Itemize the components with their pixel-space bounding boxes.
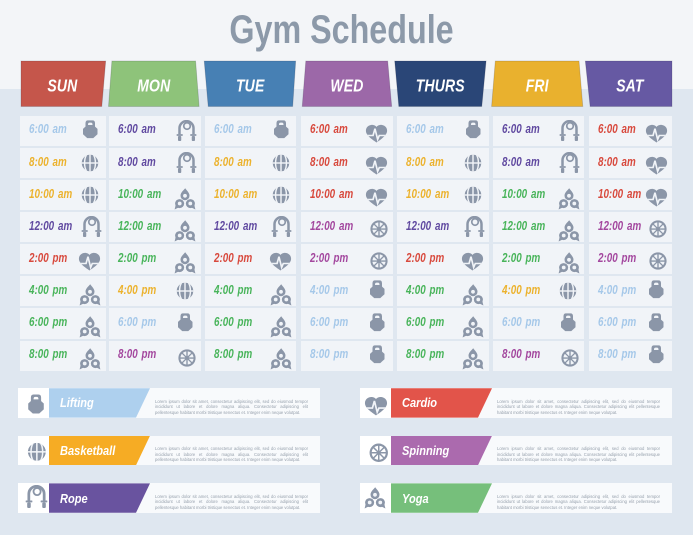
svg-text:MON: MON bbox=[137, 77, 170, 96]
svg-text:FRI: FRI bbox=[526, 77, 549, 96]
svg-text:SAT: SAT bbox=[616, 77, 644, 96]
svg-text:WED: WED bbox=[330, 77, 363, 96]
svg-text:TUE: TUE bbox=[236, 77, 265, 96]
svg-text:THURS: THURS bbox=[416, 77, 465, 96]
svg-text:SUN: SUN bbox=[47, 77, 77, 96]
